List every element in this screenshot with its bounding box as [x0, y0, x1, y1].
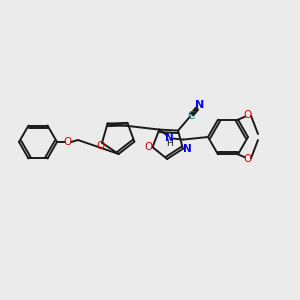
- Text: O: O: [144, 142, 153, 152]
- Text: O: O: [63, 137, 71, 147]
- Text: O: O: [96, 141, 104, 151]
- Text: O: O: [244, 154, 252, 164]
- Text: N: N: [183, 144, 191, 154]
- Text: H: H: [166, 139, 173, 148]
- Text: O: O: [244, 110, 252, 120]
- Text: N: N: [195, 100, 205, 110]
- Text: N: N: [165, 133, 174, 142]
- Text: C: C: [188, 111, 195, 121]
